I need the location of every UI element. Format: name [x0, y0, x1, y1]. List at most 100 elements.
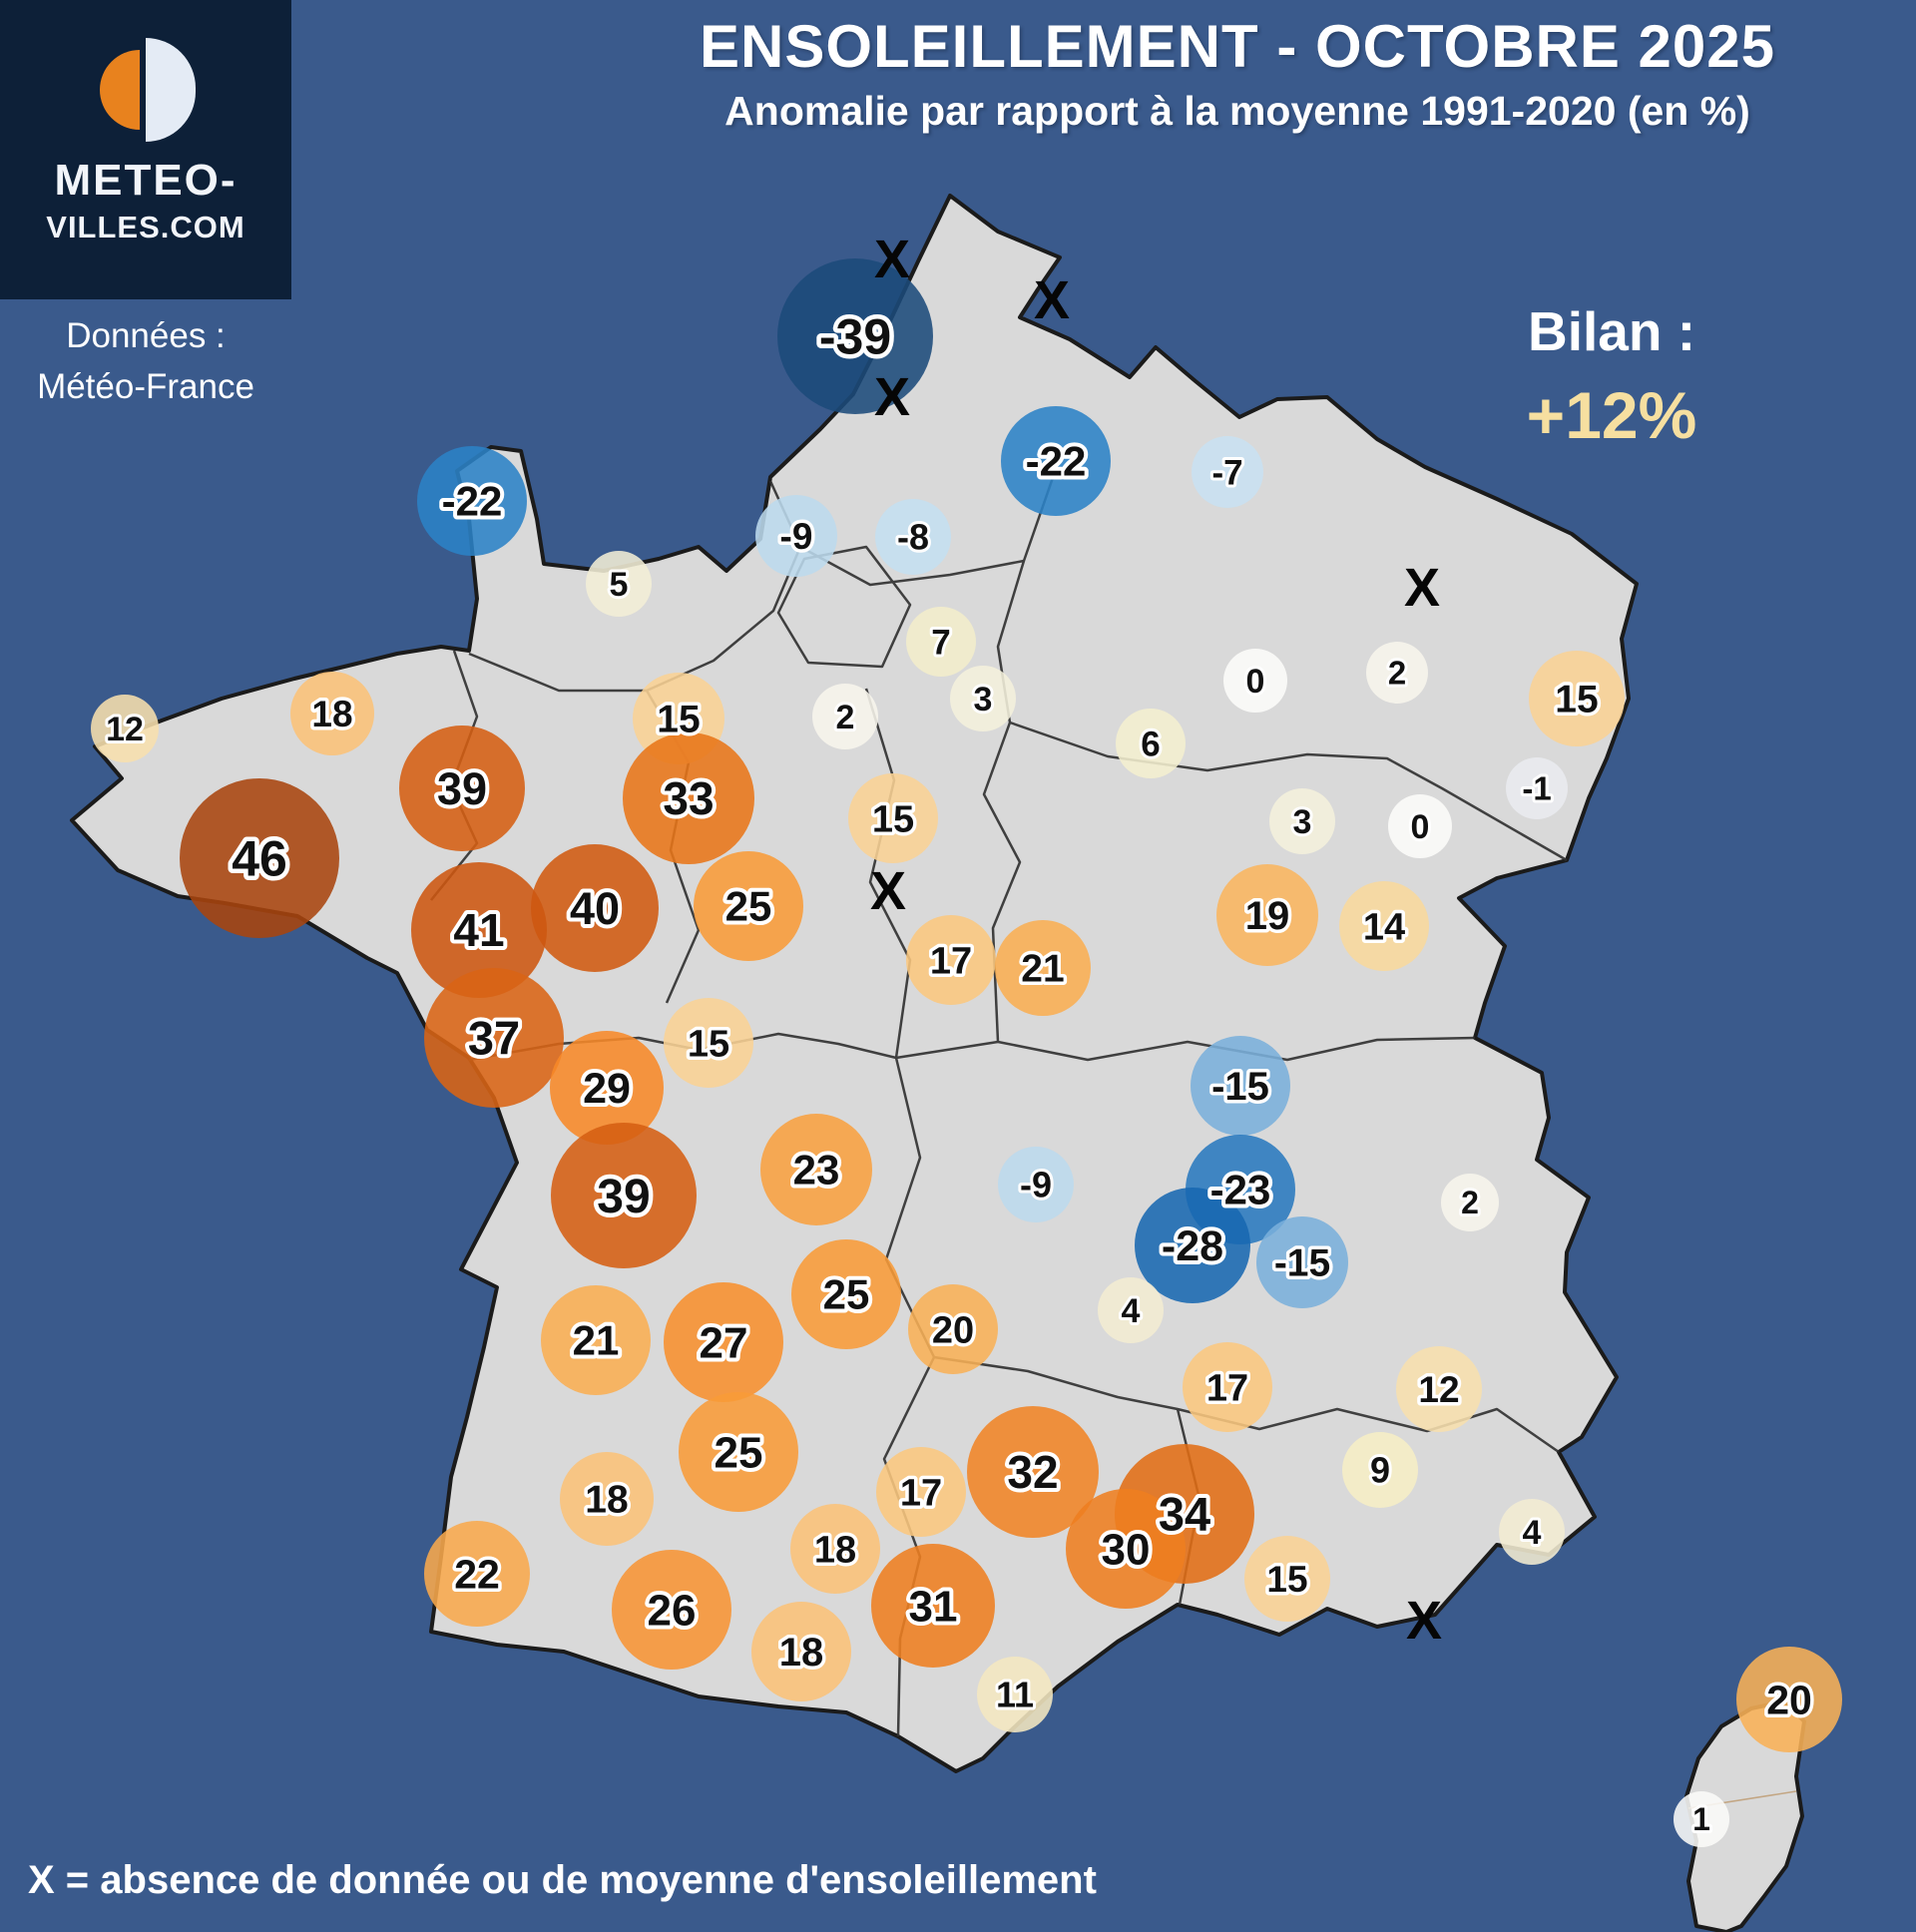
anomaly-bubble: [977, 1657, 1053, 1732]
anomaly-value-label: 21: [573, 1317, 620, 1364]
anomaly-bubble: [1244, 1536, 1330, 1622]
anomaly-value-label: 3: [1293, 803, 1312, 841]
anomaly-value-label: -1: [1522, 770, 1551, 807]
anomaly-value-label: -15: [1274, 1242, 1330, 1285]
page-title: ENSOLEILLEMENT - OCTOBRE 2025: [699, 13, 1776, 80]
anomaly-bubble: [1529, 651, 1625, 746]
anomaly-bubble: [1342, 1432, 1418, 1508]
anomaly-value-label: 39: [597, 1171, 650, 1223]
anomaly-value-label: 25: [823, 1271, 870, 1318]
anomaly-bubble: [995, 920, 1091, 1016]
anomaly-value-label: 17: [930, 940, 972, 982]
anomaly-value-label: 41: [453, 904, 504, 956]
anomaly-bubble: [751, 1602, 851, 1701]
anomaly-value-label: 2: [1461, 1185, 1479, 1220]
logo-sun-half-orange-icon: [100, 50, 140, 130]
anomaly-value-label: -15: [1211, 1065, 1269, 1109]
anomaly-bubble: [1674, 1791, 1729, 1847]
anomaly-bubble: [1192, 436, 1263, 508]
anomaly-value-label: 17: [900, 1472, 942, 1514]
anomaly-value-label: 1: [1692, 1801, 1710, 1837]
anomaly-bubble: [1001, 406, 1111, 516]
anomaly-bubble: [1396, 1346, 1482, 1432]
anomaly-bubble: [560, 1452, 654, 1546]
no-data-x-mark: X: [1406, 1591, 1442, 1651]
anomaly-bubble: [777, 258, 933, 414]
anomaly-bubble: [871, 1544, 995, 1668]
anomaly-bubble: [1135, 1188, 1250, 1303]
anomaly-value-label: 21: [1021, 948, 1064, 991]
anomaly-bubble: [1736, 1647, 1842, 1752]
anomaly-value-label: 39: [437, 763, 487, 814]
anomaly-bubble: [791, 1239, 901, 1349]
logo-text-line2: VILLES.COM: [46, 210, 245, 244]
anomaly-value-label: 18: [814, 1529, 856, 1571]
anomaly-value-label: 30: [1102, 1525, 1151, 1574]
anomaly-value-label: 23: [793, 1147, 840, 1194]
anomaly-value-label: 0: [1411, 808, 1430, 846]
anomaly-bubble: [1223, 649, 1287, 713]
anomaly-value-label: -23: [1210, 1167, 1271, 1213]
anomaly-value-label: 5: [610, 566, 629, 604]
bilan-label: Bilan :: [1527, 300, 1696, 362]
anomaly-bubble: [760, 1114, 872, 1225]
anomaly-bubble: [424, 968, 564, 1108]
anomaly-bubble: [290, 672, 374, 755]
anomaly-bubble: [967, 1406, 1099, 1538]
anomaly-bubble: [998, 1147, 1074, 1222]
anomaly-value-label: 25: [715, 1428, 763, 1477]
anomaly-bubble: [1066, 1489, 1186, 1609]
anomaly-value-label: 12: [106, 711, 144, 748]
anomaly-bubble: [180, 778, 339, 938]
page-subtitle: Anomalie par rapport à la moyenne 1991-2…: [724, 88, 1750, 134]
anomaly-bubble: [812, 684, 878, 749]
anomaly-bubble: [91, 695, 159, 762]
anomaly-bubble: [531, 844, 659, 972]
anomaly-bubble: [790, 1504, 880, 1594]
anomaly-bubble: [950, 666, 1016, 731]
anomaly-bubble: [848, 773, 938, 863]
anomaly-bubble: [755, 495, 837, 577]
anomaly-value-label: 37: [468, 1011, 520, 1064]
anomaly-bubble: [1441, 1174, 1499, 1231]
anomaly-bubble: [1116, 709, 1186, 778]
anomaly-bubble: [1098, 1277, 1164, 1343]
data-source: Données : Météo-France: [8, 311, 283, 413]
anomaly-bubble: [875, 499, 951, 575]
anomaly-value-label: -28: [1162, 1222, 1223, 1270]
anomaly-value-label: 7: [931, 623, 950, 662]
anomaly-bubble: [551, 1123, 697, 1268]
anomaly-bubble: [664, 998, 753, 1088]
corsica-shape: [1684, 1699, 1806, 1932]
anomaly-value-label: 6: [1141, 724, 1160, 763]
anomaly-value-label: 14: [1363, 906, 1405, 948]
anomaly-bubble: [1256, 1216, 1348, 1308]
logo-moon-half-white-icon: [146, 38, 196, 142]
anomaly-value-label: 15: [872, 798, 914, 840]
anomaly-bubble: [541, 1285, 651, 1395]
anomaly-value-label: 27: [700, 1318, 748, 1367]
anomaly-bubble: [1388, 794, 1452, 858]
no-data-x-mark: X: [1404, 558, 1440, 618]
anomaly-value-label: 32: [1007, 1446, 1058, 1498]
anomaly-value-label: 15: [657, 699, 700, 741]
anomaly-bubble: [411, 862, 547, 998]
anomaly-value-label: 20: [932, 1309, 974, 1351]
anomaly-value-label: 3: [974, 681, 993, 719]
anomaly-bubble: [906, 607, 976, 677]
anomaly-value-label: 9: [1370, 1450, 1390, 1491]
anomaly-value-label: 20: [1766, 1677, 1812, 1722]
anomaly-bubble: [550, 1031, 664, 1145]
anomaly-bubble: [1183, 1342, 1272, 1432]
anomaly-value-label: 29: [583, 1065, 631, 1113]
anomaly-bubble: [424, 1521, 530, 1627]
anomaly-value-label: 26: [648, 1586, 697, 1635]
anomaly-value-label: 31: [909, 1582, 958, 1631]
anomaly-bubble: [623, 732, 754, 864]
anomaly-bubble: [1506, 757, 1568, 819]
anomaly-value-label: 25: [725, 883, 772, 930]
anomaly-value-label: -22: [1026, 438, 1087, 485]
meteo-villes-logo-icon: [94, 38, 198, 142]
